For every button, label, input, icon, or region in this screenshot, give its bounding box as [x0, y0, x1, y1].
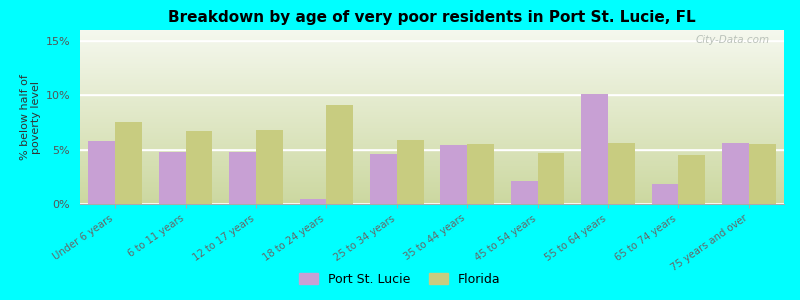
Bar: [89, 141, 115, 204]
Bar: [370, 154, 397, 204]
Bar: [749, 144, 775, 204]
Bar: [538, 153, 564, 204]
Bar: [397, 140, 423, 204]
Bar: [608, 143, 634, 204]
Bar: [300, 199, 326, 204]
Bar: [582, 94, 608, 204]
Legend: Port St. Lucie, Florida: Port St. Lucie, Florida: [294, 268, 506, 291]
Bar: [678, 155, 705, 204]
Bar: [159, 152, 186, 204]
Bar: [256, 130, 282, 204]
Text: City-Data.com: City-Data.com: [696, 35, 770, 45]
Bar: [186, 131, 212, 204]
Bar: [326, 105, 353, 204]
Y-axis label: % below half of
poverty level: % below half of poverty level: [20, 74, 42, 160]
Bar: [652, 184, 678, 204]
Bar: [467, 144, 494, 204]
Bar: [115, 122, 142, 204]
Bar: [441, 145, 467, 204]
Bar: [722, 143, 749, 204]
Bar: [511, 181, 538, 204]
Bar: [230, 152, 256, 204]
Title: Breakdown by age of very poor residents in Port St. Lucie, FL: Breakdown by age of very poor residents …: [168, 10, 696, 25]
